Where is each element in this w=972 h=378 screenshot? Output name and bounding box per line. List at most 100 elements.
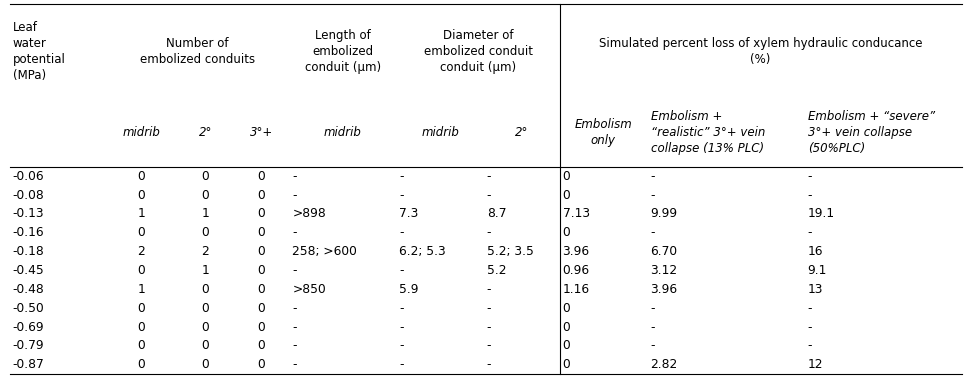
Text: -: - <box>650 226 654 239</box>
Text: -: - <box>650 189 654 201</box>
Text: Embolism +
“realistic” 3°+ vein
collapse (13% PLC): Embolism + “realistic” 3°+ vein collapse… <box>651 110 765 155</box>
Text: -: - <box>487 339 492 352</box>
Text: -: - <box>808 302 812 315</box>
Text: 0: 0 <box>137 189 145 201</box>
Text: -: - <box>399 339 404 352</box>
Text: Length of
embolized
conduit (µm): Length of embolized conduit (µm) <box>305 29 381 74</box>
Text: 0: 0 <box>201 283 209 296</box>
Text: -0.08: -0.08 <box>13 189 45 201</box>
Text: -: - <box>650 339 654 352</box>
Text: 0: 0 <box>258 226 265 239</box>
Text: 3°+: 3°+ <box>250 126 273 139</box>
Text: >898: >898 <box>293 208 326 220</box>
Text: 1.16: 1.16 <box>563 283 590 296</box>
Text: -: - <box>487 170 492 183</box>
Text: 1: 1 <box>201 208 209 220</box>
Text: -0.13: -0.13 <box>13 208 45 220</box>
Text: 0: 0 <box>137 226 145 239</box>
Text: -: - <box>808 226 812 239</box>
Text: 0: 0 <box>258 358 265 371</box>
Text: 6.70: 6.70 <box>650 245 677 258</box>
Text: 2°: 2° <box>515 126 529 139</box>
Text: midrib: midrib <box>421 126 459 139</box>
Text: Embolism
only: Embolism only <box>574 118 632 147</box>
Text: 0: 0 <box>563 189 571 201</box>
Text: -: - <box>293 226 296 239</box>
Text: -: - <box>293 339 296 352</box>
Text: 5.9: 5.9 <box>399 283 419 296</box>
Text: 0: 0 <box>258 339 265 352</box>
Text: 0: 0 <box>258 245 265 258</box>
Text: -0.06: -0.06 <box>13 170 45 183</box>
Text: 6.2; 5.3: 6.2; 5.3 <box>399 245 446 258</box>
Text: -: - <box>487 321 492 333</box>
Text: 2°: 2° <box>199 126 212 139</box>
Text: 0: 0 <box>137 302 145 315</box>
Text: Embolism + “severe”
3°+ vein collapse
(50%PLC): Embolism + “severe” 3°+ vein collapse (5… <box>809 110 935 155</box>
Text: -: - <box>293 264 296 277</box>
Text: 2.82: 2.82 <box>650 358 677 371</box>
Text: 16: 16 <box>808 245 822 258</box>
Text: 1: 1 <box>137 283 145 296</box>
Text: -: - <box>487 283 492 296</box>
Text: -: - <box>399 226 404 239</box>
Text: 5.2; 3.5: 5.2; 3.5 <box>487 245 534 258</box>
Text: -: - <box>293 302 296 315</box>
Text: Diameter of
embolized conduit
conduit (µm): Diameter of embolized conduit conduit (µ… <box>424 29 533 74</box>
Text: 8.7: 8.7 <box>487 208 506 220</box>
Text: -: - <box>293 189 296 201</box>
Text: 3.96: 3.96 <box>650 283 677 296</box>
Text: 0: 0 <box>201 358 209 371</box>
Text: 0: 0 <box>258 302 265 315</box>
Text: 2: 2 <box>201 245 209 258</box>
Text: -: - <box>487 302 492 315</box>
Text: 3.12: 3.12 <box>650 264 677 277</box>
Text: 0: 0 <box>258 189 265 201</box>
Text: -: - <box>399 264 404 277</box>
Text: -: - <box>808 189 812 201</box>
Text: Simulated percent loss of xylem hydraulic conducance
(%): Simulated percent loss of xylem hydrauli… <box>599 37 922 65</box>
Text: 0: 0 <box>258 264 265 277</box>
Text: 3.96: 3.96 <box>563 245 590 258</box>
Text: 19.1: 19.1 <box>808 208 834 220</box>
Text: 1: 1 <box>201 264 209 277</box>
Text: -: - <box>399 321 404 333</box>
Text: -: - <box>808 170 812 183</box>
Text: 0: 0 <box>563 170 571 183</box>
Text: 0: 0 <box>258 283 265 296</box>
Text: -: - <box>399 189 404 201</box>
Text: midrib: midrib <box>122 126 160 139</box>
Text: 0: 0 <box>563 226 571 239</box>
Text: -: - <box>399 170 404 183</box>
Text: -: - <box>293 321 296 333</box>
Text: 0: 0 <box>563 339 571 352</box>
Text: 9.99: 9.99 <box>650 208 677 220</box>
Text: 12: 12 <box>808 358 822 371</box>
Text: 258; >600: 258; >600 <box>293 245 357 258</box>
Text: >850: >850 <box>293 283 326 296</box>
Text: 0: 0 <box>137 264 145 277</box>
Text: 5.2: 5.2 <box>487 264 506 277</box>
Text: 0: 0 <box>137 170 145 183</box>
Text: 0: 0 <box>258 170 265 183</box>
Text: -: - <box>650 302 654 315</box>
Text: 0.96: 0.96 <box>563 264 590 277</box>
Text: -: - <box>808 321 812 333</box>
Text: 0: 0 <box>563 321 571 333</box>
Text: -: - <box>808 339 812 352</box>
Text: 0: 0 <box>137 339 145 352</box>
Text: 7.3: 7.3 <box>399 208 419 220</box>
Text: -0.16: -0.16 <box>13 226 45 239</box>
Text: -0.69: -0.69 <box>13 321 45 333</box>
Text: Leaf
water
potential
(MPa): Leaf water potential (MPa) <box>13 20 65 82</box>
Text: -: - <box>487 189 492 201</box>
Text: 13: 13 <box>808 283 822 296</box>
Text: -: - <box>399 358 404 371</box>
Text: 0: 0 <box>201 321 209 333</box>
Text: 0: 0 <box>201 339 209 352</box>
Text: 1: 1 <box>137 208 145 220</box>
Text: -: - <box>399 302 404 315</box>
Text: 0: 0 <box>201 170 209 183</box>
Text: 2: 2 <box>137 245 145 258</box>
Text: -: - <box>650 321 654 333</box>
